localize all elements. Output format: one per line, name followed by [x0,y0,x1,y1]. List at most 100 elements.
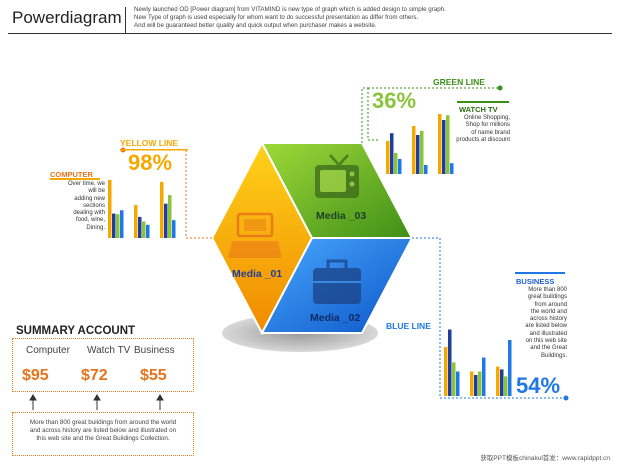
text-line: this web site and the Great Buildings Co… [36,434,170,442]
summary-description: More than 800 great buildings from aroun… [12,412,194,456]
text-line: More than 800 great buildings from aroun… [29,419,177,426]
page-title: Powerdiagram [12,8,122,27]
connector-dot [563,395,569,401]
footer-credit: 获取PPT模板chinakul首发：www.rapidppt.cn [480,455,610,462]
category-underline [50,178,100,180]
briefcase-icon [313,259,361,304]
text-line: and across history are listed below and … [29,426,177,434]
green-chart-bar [412,126,416,174]
header-description-line: New Type of graph is used especially for… [134,14,419,22]
category-underline [515,272,565,274]
green-chart-bar [420,130,424,174]
header: Powerdiagram Newly launched OD [Power di… [8,4,612,34]
summary-label-computer: Computer [26,345,70,356]
yellow-line-text: Over time, we will be adding new section… [50,181,105,232]
green-chart-bar [446,115,450,174]
summary-label-watch-tv: Watch TV [87,345,131,356]
yellow-chart-bar [164,203,168,238]
connector-dot [497,85,503,91]
blue-line-percent: 54% [516,373,561,398]
text-line: from around [534,301,567,308]
green-line-title: GREEN LINE [433,77,485,87]
text-line: products at discount [456,136,510,143]
media-label-bag: Media _02 [310,312,361,324]
header-description-line: And will be guaranteed better quality an… [134,22,377,30]
yellow-chart-bar [138,216,142,238]
yellow-chart-bar [160,181,164,238]
text-line: Shop for millions [465,122,510,129]
summary-value-computer: $95 [22,367,49,384]
summary-value-watch-tv: $72 [81,367,108,384]
text-line: More than 800 [528,287,567,293]
text-line: will be [88,188,105,195]
yellow-chart-bar [108,179,112,238]
tv-icon [315,154,359,198]
text-line: of name brand [471,129,510,136]
text-line: food, wine, [75,217,105,224]
category-underline [457,101,509,103]
header-description: Newly launched OD [Power diagram] from V… [134,6,604,31]
green-chart-bar [438,114,442,174]
yellow-line-title: YELLOW LINE [120,138,179,148]
yellow-chart-bar [116,214,120,238]
text-line: adding new [74,195,105,202]
green-chart-bar [398,159,402,174]
yellow-chart-bar [146,224,150,238]
blue-chart-bar [478,371,482,396]
blue-chart-bar [448,329,452,396]
green-line-percent: 36% [372,88,417,113]
green-chart-bar [450,163,454,174]
yellow-chart-bar [134,205,138,238]
blue-chart-bar [496,366,500,396]
text-line: across history [529,316,567,323]
summary-title: SUMMARY ACCOUNT [16,325,136,337]
yellow-chart-bar [172,220,176,238]
text-line: sections [82,202,105,209]
header-description-line: Newly launched OD [Power diagram] from V… [134,6,446,13]
blue-line-text: More than 800 great buildings from aroun… [505,287,567,360]
bar-charts [108,114,512,396]
green-chart-bar [390,133,394,174]
blue-chart-bar [508,340,512,396]
yellow-chart-bar [112,213,116,238]
green-chart-bar [424,165,428,174]
text-line: and illustrated [529,330,567,337]
text-line: dealing with [73,210,105,217]
green-chart-bar [386,141,390,174]
summary-label-business: Business [134,345,175,356]
yellow-line-category: COMPUTER [50,170,93,179]
blue-chart-bar [456,371,460,396]
text-line: Buildings. [540,352,567,359]
text-line: and the Great [530,345,567,352]
media-label-tv: Media _03 [316,210,367,222]
header-divider [125,7,126,33]
green-chart-bar [442,120,446,174]
blue-chart-bar [474,375,478,396]
summary-value-business: $55 [140,367,167,384]
blue-chart-bar [500,369,504,396]
blue-chart-bar [504,376,508,396]
computer-icon [228,212,282,258]
yellow-line-percent: 98% [128,150,173,175]
yellow-chart-bar [120,210,124,238]
blue-line-category: BUSINESS [516,277,555,286]
green-chart-bar [416,135,420,174]
summary-arrows [29,394,164,410]
text-line: great buildings [527,294,567,301]
text-line: the world and [530,308,567,315]
line-title-underline [120,149,188,151]
text-line: are listed below [525,323,567,330]
summary-box [12,338,194,392]
yellow-chart-bar [142,221,146,238]
blue-chart-bar [470,371,474,396]
blue-line-title: BLUE LINE [386,321,431,331]
text-line: Dining. [86,224,105,231]
blue-chart-bar [452,362,456,396]
green-chart-bar [394,153,398,174]
text-line: on this web site [525,338,567,345]
text-line: Online Shopping, [463,115,510,121]
text-line: Over time, we [67,181,105,187]
media-label-computer: Media _01 [232,268,283,280]
blue-chart-bar [444,347,448,396]
blue-chart-bar [482,357,486,396]
